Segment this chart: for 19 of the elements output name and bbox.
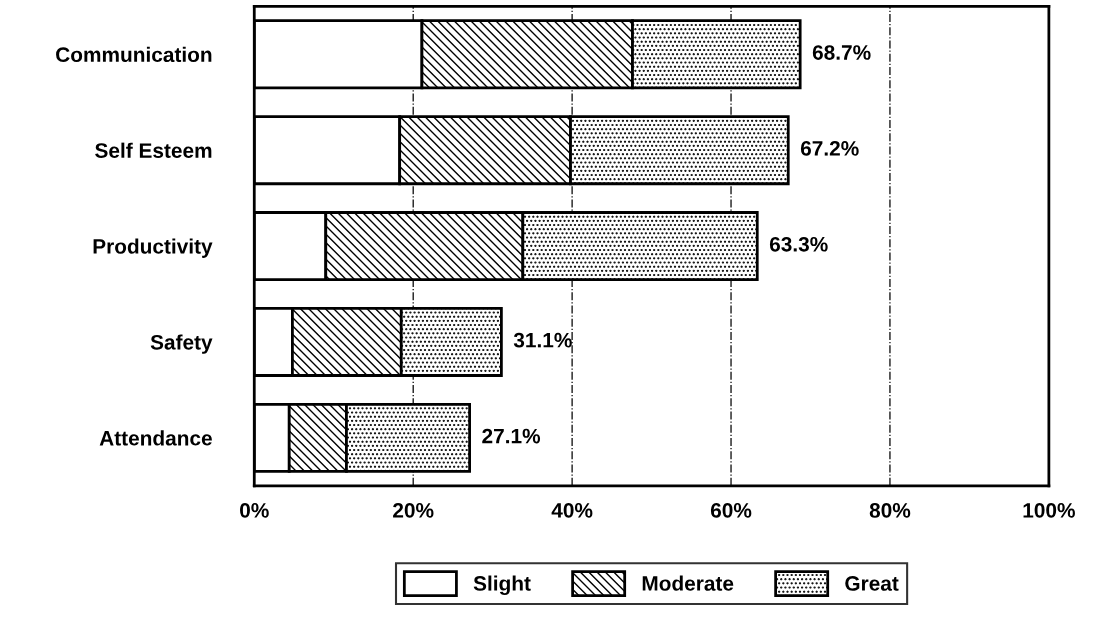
total-label: 67.2%	[800, 141, 859, 156]
total-label: 68.7%	[812, 45, 871, 60]
x-tick-label: 0%	[240, 502, 269, 518]
legend-label: Great	[845, 576, 899, 591]
y-tick-label: Productivity	[93, 238, 213, 258]
x-tick-label: 100%	[1023, 502, 1075, 518]
y-tick-label: Attendance	[99, 430, 212, 446]
x-tick-label: 40%	[551, 502, 593, 518]
legend-label: Slight	[473, 575, 531, 596]
total-label: 31.1%	[513, 332, 572, 348]
legend-label: Moderate	[642, 575, 734, 591]
y-tick-label: Self Esteem	[95, 142, 212, 158]
x-tick-label: 60%	[710, 502, 752, 518]
total-label: 27.1%	[482, 428, 541, 444]
x-tick-label: 20%	[393, 502, 434, 518]
x-tick-label: 80%	[869, 502, 911, 518]
y-tick-label: Safety	[150, 334, 213, 354]
total-label: 63.3%	[769, 236, 828, 252]
y-tick-label: Communication	[56, 46, 212, 63]
